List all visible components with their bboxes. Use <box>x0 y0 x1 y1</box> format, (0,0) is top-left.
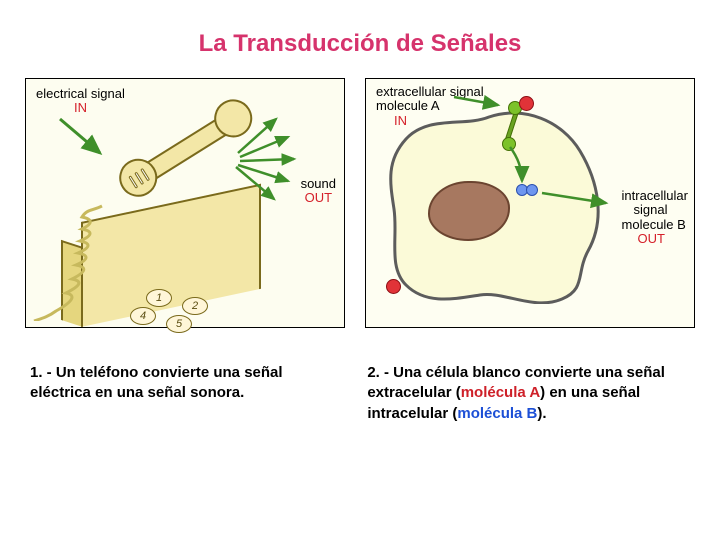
electrical-arrow-icon <box>56 115 116 165</box>
molecule-b-label: molécula B <box>457 405 537 422</box>
caption-1-text: 1. - Un teléfono convierte una señal elé… <box>30 364 283 401</box>
panels-row: electrical signal IN sound OUT 1 2 4 5 <box>0 78 720 328</box>
paren: ). <box>537 405 546 422</box>
transduction-arrow-icon <box>494 141 544 191</box>
caption-1: 1. - Un teléfono convierte una señal elé… <box>30 363 337 424</box>
electrical-signal-label: electrical signal IN <box>36 87 125 116</box>
keypad-key: 5 <box>166 315 192 333</box>
cell-panel: extracellular signal molecule A IN intra… <box>365 78 695 328</box>
label-text: signal <box>634 202 668 217</box>
phone-side-icon <box>61 240 83 327</box>
label-text: intracellular <box>622 188 688 203</box>
in-arrow-icon <box>452 91 512 121</box>
molecule-a-icon <box>386 279 401 294</box>
intracellular-label: intracellular signal molecule B OUT <box>622 189 688 246</box>
telephone-panel: electrical signal IN sound OUT 1 2 4 5 <box>25 78 345 328</box>
keypad-key: 1 <box>146 289 172 307</box>
label-text: electrical signal <box>36 86 125 101</box>
out-label: OUT <box>638 231 665 246</box>
captions-row: 1. - Un teléfono convierte una señal elé… <box>0 328 720 424</box>
molecule-a-icon <box>519 96 534 111</box>
keypad-key: 4 <box>130 307 156 325</box>
molecule-a-label: molécula A <box>461 384 540 401</box>
page-title: La Transducción de Señales <box>0 0 720 78</box>
label-text: molecule B <box>622 217 686 232</box>
in-label: IN <box>74 100 87 115</box>
out-arrow-icon <box>538 187 618 217</box>
keypad-key: 2 <box>182 297 208 315</box>
sound-arrows-icon <box>226 109 336 209</box>
caption-2: 2. - Una célula blanco convierte una señ… <box>367 363 690 424</box>
